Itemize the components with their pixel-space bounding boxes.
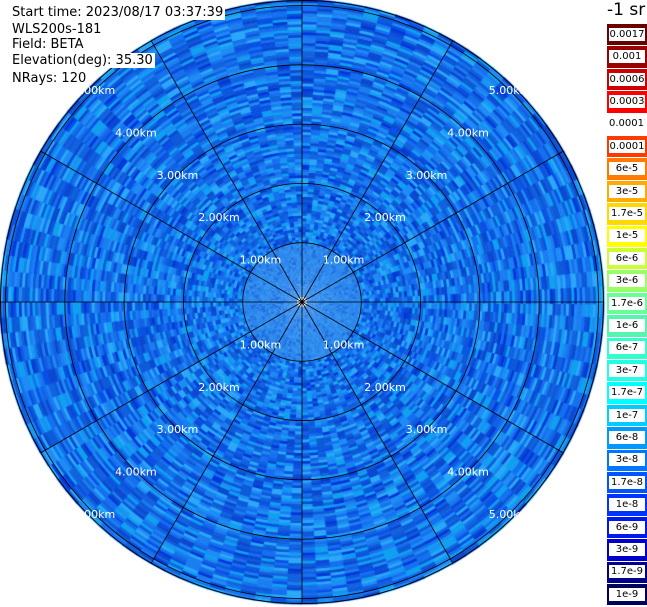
instrument-label: WLS200s-181 [10, 22, 104, 37]
range-ring-label: 3.00km [406, 169, 448, 182]
range-ring-label: 2.00km [364, 381, 406, 394]
range-ring-label: 5.00km [489, 84, 531, 97]
colorbar-tick-label: 3e-7 [609, 363, 645, 377]
range-ring-label: 3.00km [157, 423, 199, 436]
range-ring-label: 5.00km [489, 508, 531, 521]
range-ring-label: 4.00km [447, 126, 489, 139]
colorbar-tick-label: 1.7e-5 [609, 206, 645, 220]
colorbar-tick-label: 6e-5 [609, 162, 645, 176]
range-ring-label: 2.00km [198, 381, 240, 394]
nrays-label: NRays: 120 [10, 71, 89, 86]
start-time-label: Start time: 2023/08/17 03:37:39 [10, 5, 226, 20]
colorbar-tick-label: 3e-8 [609, 453, 645, 467]
range-ring-label: 5.00km [74, 508, 116, 521]
range-ring-label: 2.00km [198, 211, 240, 224]
colorbar-tick-label: 0.001 [609, 50, 645, 64]
colorbar-tick-label: 1e-7 [609, 408, 645, 422]
azimuth-spoke [150, 301, 303, 564]
range-ring-label: 4.00km [115, 466, 157, 479]
azimuth-spoke [150, 40, 303, 303]
range-ring-label: 1.00km [323, 254, 365, 267]
azimuth-spoke [40, 150, 303, 303]
range-ring-label: 4.00km [115, 126, 157, 139]
colorbar-tick-label: 3e-6 [609, 274, 645, 288]
colorbar-tick-label: 0.0006 [609, 72, 645, 86]
azimuth-spoke [40, 301, 303, 454]
range-ring-label: 2.00km [364, 211, 406, 224]
colorbar-tick-label: 6e-6 [609, 251, 645, 265]
range-ring-label: 5.00km [74, 84, 116, 97]
range-ring-label: 3.00km [157, 169, 199, 182]
range-ring-label: 1.00km [240, 338, 282, 351]
colorbar-tick-label: 1.7e-8 [609, 475, 645, 489]
range-ring-label: 1.00km [240, 254, 282, 267]
units-label: -1 sr [607, 0, 646, 20]
azimuth-spoke [301, 40, 454, 303]
elevation-label: Elevation(deg): 35.30 [10, 53, 155, 68]
range-ring-label: 4.00km [447, 466, 489, 479]
azimuth-spoke [301, 150, 564, 303]
field-label: Field: BETA [10, 37, 86, 52]
colorbar-tick-label: 6e-8 [609, 430, 645, 444]
colorbar-tick-label: 0.0017 [609, 27, 645, 41]
colorbar-tick-label: 1.7e-7 [609, 386, 645, 400]
range-ring-label: 1.00km [323, 338, 365, 351]
range-ring-label: 3.00km [406, 423, 448, 436]
colorbar-tick-label: 3e-9 [609, 542, 645, 556]
colorbar-tick-label: 1e-8 [609, 498, 645, 512]
azimuth-spoke [301, 301, 564, 454]
colorbar-tick-label: 6e-7 [609, 341, 645, 355]
colorbar-tick-label: 1.7e-9 [609, 565, 645, 579]
colorbar-tick-label: 1e-9 [609, 587, 645, 601]
colorbar-tick-label: 0.00017 [609, 117, 645, 131]
colorbar-tick-label: 1e-6 [609, 318, 645, 332]
azimuth-spoke [301, 301, 454, 564]
colorbar-tick-label: 3e-5 [609, 184, 645, 198]
colorbar-tick-label: 1.7e-6 [609, 296, 645, 310]
colorbar-tick-label: 1e-5 [609, 229, 645, 243]
colorbar-tick-label: 0.0001 [609, 139, 645, 153]
colorbar-tick-label: 6e-9 [609, 520, 645, 534]
colorbar-tick-label: 0.0003 [609, 94, 645, 108]
